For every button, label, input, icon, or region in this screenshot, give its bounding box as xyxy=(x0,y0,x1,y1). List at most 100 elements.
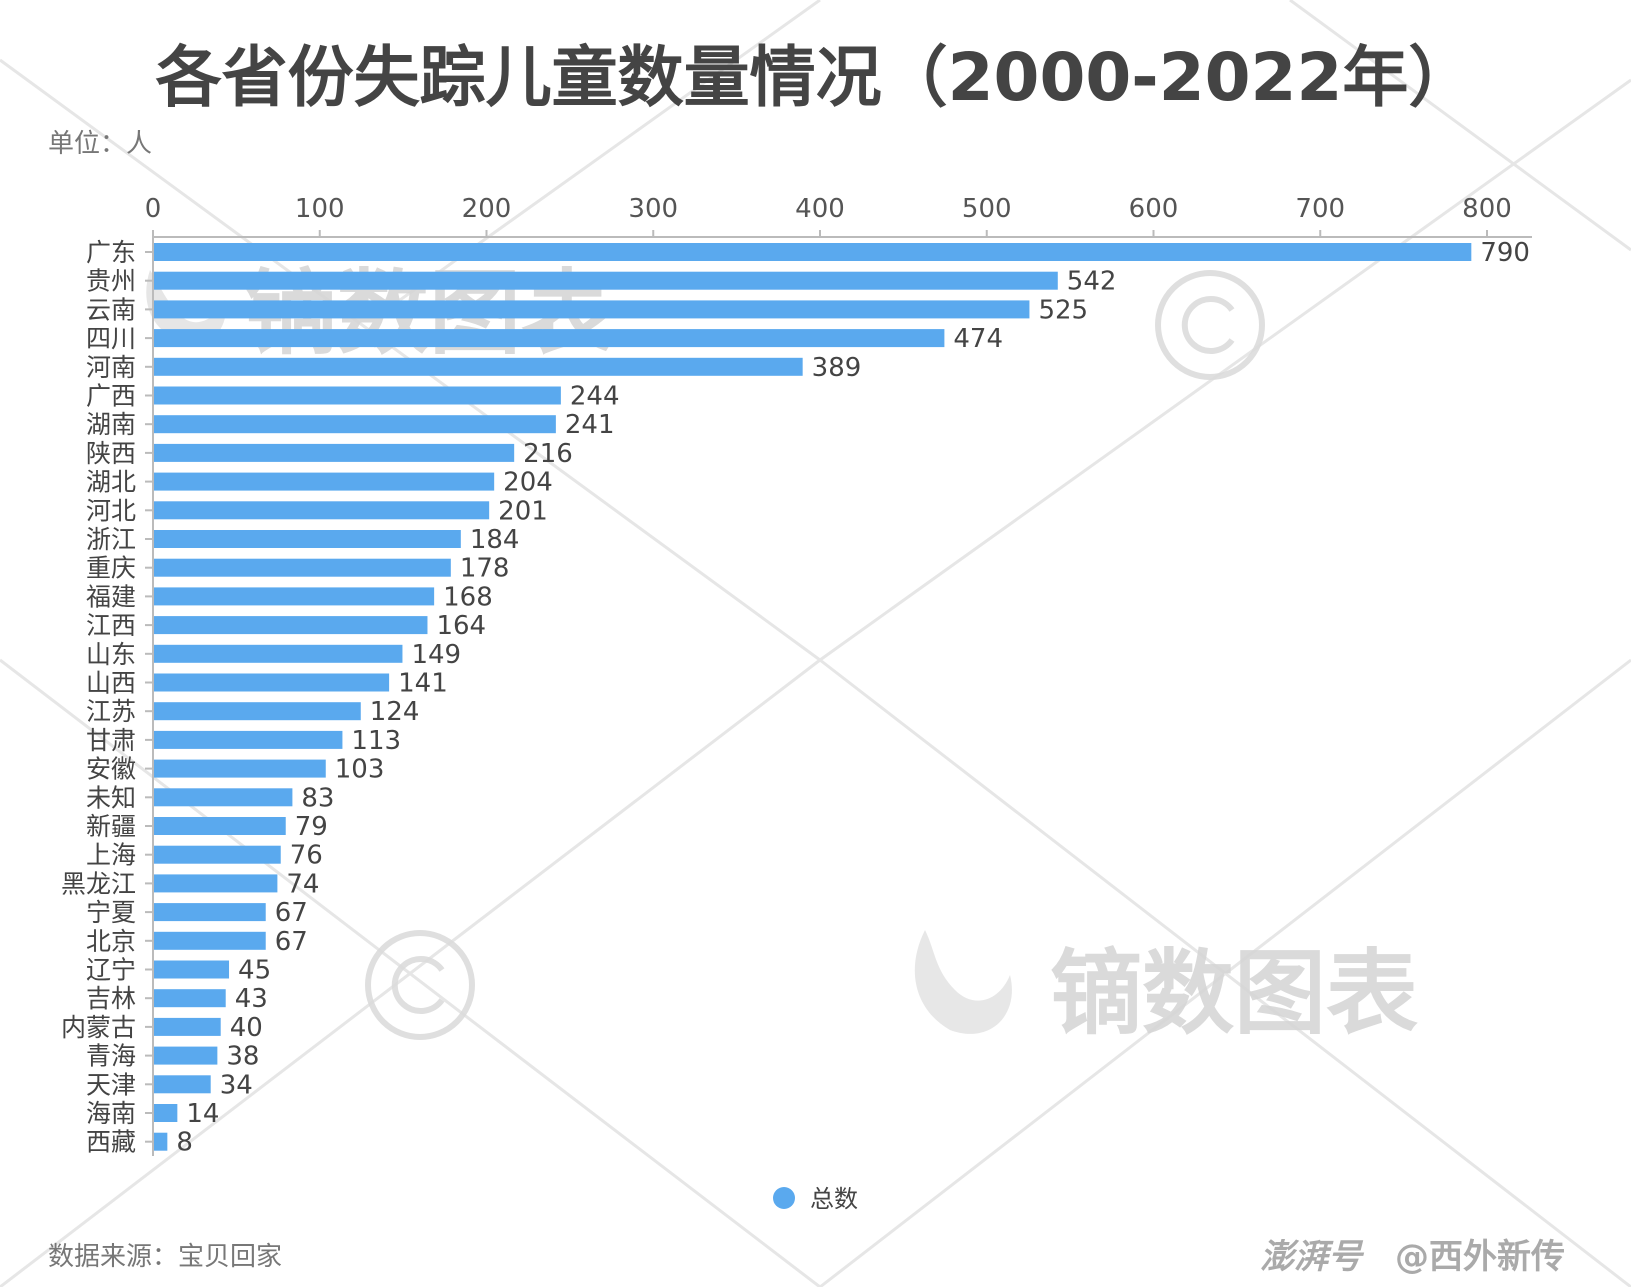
bar[interactable] xyxy=(154,1046,218,1065)
bar-value-label: 83 xyxy=(301,783,334,813)
x-tick-label: 800 xyxy=(1462,194,1512,224)
bar[interactable] xyxy=(154,817,286,835)
x-tick-label: 500 xyxy=(962,194,1012,224)
legend-label: 总数 xyxy=(810,1185,858,1213)
bar[interactable] xyxy=(154,1132,168,1151)
bar-value-label: 474 xyxy=(953,324,1003,354)
x-tick-label: 600 xyxy=(1129,194,1179,224)
category-label: 浙江 xyxy=(86,525,136,554)
category-label: 四川 xyxy=(86,324,136,353)
bar-value-label: 74 xyxy=(286,869,319,899)
bar[interactable] xyxy=(154,415,556,434)
category-label: 天津 xyxy=(86,1070,136,1099)
bar[interactable] xyxy=(154,558,451,577)
bar-value-label: 389 xyxy=(812,353,862,383)
bar-value-label: 45 xyxy=(238,956,271,986)
bar-value-label: 184 xyxy=(470,525,520,555)
bar-value-label: 8 xyxy=(176,1128,193,1158)
credit-author: @西外新传 xyxy=(1395,1237,1565,1277)
bar[interactable] xyxy=(154,673,390,692)
category-label: 江西 xyxy=(86,611,136,640)
bar[interactable] xyxy=(154,931,266,950)
x-axis: 0 100 200 300 400 500 600 700 800 xyxy=(145,194,1532,238)
bar-value-label: 14 xyxy=(186,1099,219,1129)
bar[interactable] xyxy=(154,501,490,520)
bar-value-label: 67 xyxy=(275,927,308,957)
category-label: 甘肃 xyxy=(86,726,136,755)
category-label: 广东 xyxy=(86,238,136,267)
bar[interactable] xyxy=(154,788,293,807)
bar[interactable] xyxy=(154,357,803,376)
bar[interactable] xyxy=(154,329,945,348)
x-tick-label: 300 xyxy=(628,194,678,224)
chart-title: 各省份失踪儿童数量情况（2000-2022年） xyxy=(156,39,1475,116)
bar[interactable] xyxy=(154,759,326,778)
bar[interactable] xyxy=(154,587,435,606)
category-label: 未知 xyxy=(86,783,136,812)
bar-value-label: 525 xyxy=(1038,295,1088,325)
drop-icon xyxy=(146,270,226,343)
category-label: 青海 xyxy=(86,1042,136,1071)
copyright-icon xyxy=(365,930,475,1040)
bar[interactable] xyxy=(154,989,226,1008)
category-label: 吉林 xyxy=(86,984,136,1013)
bar[interactable] xyxy=(154,702,361,721)
bar[interactable] xyxy=(154,1104,178,1122)
bar[interactable] xyxy=(154,243,1472,261)
watermark-logo-bottom: 镝数图表 xyxy=(365,930,1418,1047)
bar[interactable] xyxy=(154,845,281,864)
category-label: 西藏 xyxy=(86,1128,136,1157)
bar[interactable] xyxy=(154,386,561,405)
bar[interactable] xyxy=(154,472,495,491)
bar-value-label: 201 xyxy=(498,496,548,526)
category-label: 河南 xyxy=(86,353,136,382)
bar[interactable] xyxy=(154,271,1058,290)
bar-value-label: 40 xyxy=(230,1013,263,1043)
bar[interactable] xyxy=(154,1075,211,1094)
bar-value-label: 79 xyxy=(295,812,328,842)
category-labels: 广东贵州云南四川河南广西湖南陕西湖北河北浙江重庆福建江西山东山西江苏甘肃安徽未知… xyxy=(61,238,136,1157)
x-tick-label: 0 xyxy=(145,194,162,224)
category-label: 江苏 xyxy=(86,697,136,726)
bar-value-label: 103 xyxy=(335,755,385,785)
bar[interactable] xyxy=(154,443,515,462)
category-label: 湖北 xyxy=(86,468,136,497)
bar[interactable] xyxy=(154,1017,221,1036)
bar[interactable] xyxy=(154,903,266,922)
category-label: 广西 xyxy=(86,382,136,411)
category-label: 新疆 xyxy=(86,812,136,841)
category-label: 北京 xyxy=(86,927,136,956)
bar-value-label: 790 xyxy=(1480,238,1530,268)
x-tick-label: 100 xyxy=(295,194,345,224)
drop-icon xyxy=(914,930,1012,1034)
bar[interactable] xyxy=(154,960,230,979)
legend[interactable]: 总数 xyxy=(773,1185,858,1213)
y-axis xyxy=(145,237,154,1157)
bar[interactable] xyxy=(154,730,343,749)
category-label: 上海 xyxy=(86,841,136,870)
category-label: 山西 xyxy=(86,669,136,698)
category-label: 湖南 xyxy=(86,410,136,439)
data-labels: 7905425254743892442412162042011841781681… xyxy=(176,238,1530,1158)
x-tick-label: 400 xyxy=(795,194,845,224)
category-label: 福建 xyxy=(86,582,136,611)
category-label: 黑龙江 xyxy=(61,869,136,898)
bar-value-label: 241 xyxy=(565,410,615,440)
bar[interactable] xyxy=(154,300,1030,319)
bar-value-label: 124 xyxy=(370,697,420,727)
category-label: 重庆 xyxy=(86,554,136,583)
bar[interactable] xyxy=(154,530,461,548)
bar-value-label: 164 xyxy=(436,611,486,641)
bar[interactable] xyxy=(154,644,403,663)
bar[interactable] xyxy=(154,616,428,635)
credit-platform: 澎湃号 xyxy=(1260,1237,1365,1277)
bar-value-label: 178 xyxy=(460,554,510,584)
category-label: 安徽 xyxy=(86,755,136,784)
x-tick-label: 200 xyxy=(462,194,512,224)
bar[interactable] xyxy=(154,874,278,893)
category-label: 山东 xyxy=(86,640,136,669)
copyright-icon xyxy=(1155,270,1265,380)
